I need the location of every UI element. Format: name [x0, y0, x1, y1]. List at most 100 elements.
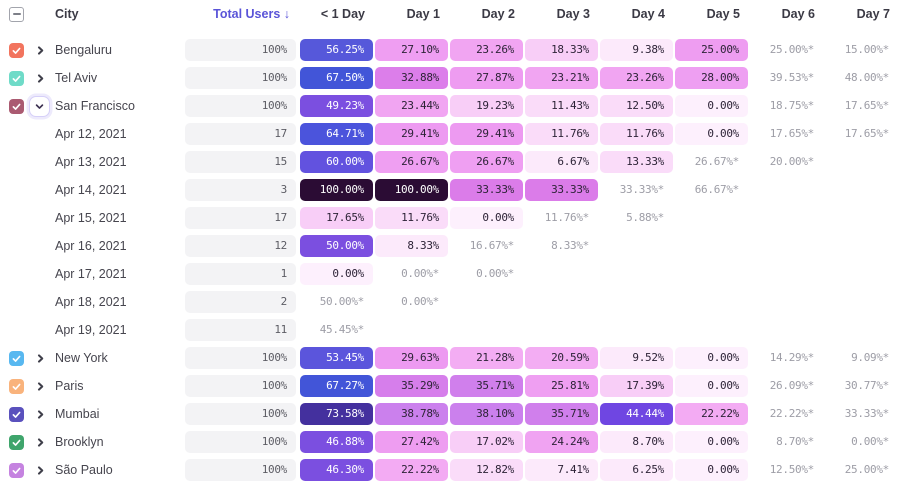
day-cell-3: 24.24% [524, 431, 599, 453]
date-label: Apr 15, 2021 [55, 211, 127, 225]
day-cell-6: 14.29%* [749, 347, 824, 369]
table-row-city: New York 100% 53.45% 29.63% 21.28% 20.59% 9.52… [0, 344, 920, 372]
retention-cell: 24.24% [525, 431, 598, 453]
retention-cell: 26.67% [375, 151, 448, 173]
retention-cell-estimate: 5.88%* [626, 211, 664, 224]
total-users-pill: 2 [185, 291, 296, 313]
day-cell-1: 32.88% [374, 67, 449, 89]
row-checkbox[interactable] [9, 434, 24, 450]
day-cell-2: 19.23% [449, 95, 524, 117]
retention-cell-estimate: 8.33%* [551, 239, 589, 252]
retention-cell-estimate: 26.09%* [769, 379, 815, 392]
total-users-cell: 2 [185, 291, 299, 313]
row-checkbox[interactable] [9, 98, 24, 114]
day-cell-1: 22.22% [374, 459, 449, 481]
retention-cell: 9.52% [600, 347, 673, 369]
retention-cell: 22.22% [675, 403, 748, 425]
day-cell-3: 11.76%* [524, 207, 599, 229]
retention-cell-estimate: 16.67%* [469, 239, 515, 252]
retention-cell: 11.76% [525, 123, 598, 145]
day-cell-3: 33.33% [524, 179, 599, 201]
day-cell-6: 20.00%* [749, 151, 824, 173]
total-users-cell: 100% [185, 39, 299, 61]
day-cell-2: 17.02% [449, 431, 524, 453]
day-cell-3: 18.33% [524, 39, 599, 61]
retention-cell-estimate: 17.65%* [844, 99, 890, 112]
retention-cell: 23.26% [450, 39, 523, 61]
retention-cell-estimate: 33.33%* [619, 183, 665, 196]
table-row-date: Apr 19, 2021 11 45.45%* [0, 316, 920, 344]
day-cell-3: 7.41% [524, 459, 599, 481]
total-users-sort-header[interactable]: Total Users ↓ [213, 7, 290, 21]
retention-cell: 23.21% [525, 67, 598, 89]
expand-chevron-icon[interactable] [33, 71, 47, 85]
expand-chevron-icon[interactable] [33, 435, 47, 449]
total-users-pill: 3 [185, 179, 296, 201]
expand-chevron-icon[interactable] [33, 351, 47, 365]
row-checkbox[interactable] [9, 42, 24, 58]
row-checkbox[interactable] [9, 378, 24, 394]
expand-chevron-icon[interactable] [33, 407, 47, 421]
retention-cell-estimate: 8.70%* [776, 435, 814, 448]
day-cell-1: 11.76% [374, 207, 449, 229]
retention-cell: 13.33% [600, 151, 673, 173]
retention-cell: 27.87% [450, 67, 523, 89]
total-users-cell: 100% [185, 431, 299, 453]
day-cell-5: 0.00% [674, 95, 749, 117]
select-all-checkbox[interactable] [9, 6, 24, 22]
total-users-pill: 1 [185, 263, 296, 285]
check-icon [12, 411, 21, 418]
collapse-button[interactable] [29, 95, 50, 117]
retention-cell: 50.00% [300, 235, 373, 257]
day-cell-2: 35.71% [449, 375, 524, 397]
day-cell-1: 8.33% [374, 235, 449, 257]
day-cell-0: 0.00% [299, 263, 374, 285]
row-checkbox[interactable] [9, 350, 24, 366]
retention-cell: 12.82% [450, 459, 523, 481]
expand-chevron-icon[interactable] [33, 43, 47, 57]
date-label: Apr 12, 2021 [55, 127, 127, 141]
day-cell-7: 17.65%* [824, 123, 899, 145]
retention-cell: 60.00% [300, 151, 373, 173]
day-cell-2: 21.28% [449, 347, 524, 369]
retention-cell: 8.70% [600, 431, 673, 453]
row-checkbox[interactable] [9, 462, 24, 478]
total-users-pill: 100% [185, 95, 296, 117]
day-cell-7: 9.09%* [824, 347, 899, 369]
day-column-header-0: < 1 Day [320, 7, 365, 21]
expand-chevron-icon[interactable] [33, 379, 47, 393]
row-expander-cell [33, 71, 55, 85]
total-users-pill: 100% [185, 347, 296, 369]
day-cell-2: 38.10% [449, 403, 524, 425]
check-icon [12, 383, 21, 390]
table-row-city: San Francisco 100% 49.23% 23.44% 19.23% 11.43… [0, 92, 920, 120]
table-row-date: Apr 13, 2021 15 60.00% 26.67% 26.67% 6.67% 13.… [0, 148, 920, 176]
day-cell-5: 0.00% [674, 123, 749, 145]
expand-chevron-icon[interactable] [33, 463, 47, 477]
retention-cell: 64.71% [300, 123, 373, 145]
retention-cell-estimate: 48.00%* [844, 71, 890, 84]
day-cell-0: 50.00%* [299, 291, 374, 313]
retention-cell: 67.50% [300, 67, 373, 89]
retention-cell: 46.88% [300, 431, 373, 453]
total-users-pill: 100% [185, 459, 296, 481]
total-users-pill: 100% [185, 431, 296, 453]
day-cell-4: 5.88%* [599, 207, 674, 229]
day-cell-6: 22.22%* [749, 403, 824, 425]
day-cell-0: 73.58% [299, 403, 374, 425]
total-users-pill: 11 [185, 319, 296, 341]
city-label: Mumbai [55, 407, 100, 421]
retention-cell-estimate: 18.75%* [769, 99, 815, 112]
date-label: Apr 16, 2021 [55, 239, 127, 253]
total-users-pill: 15 [185, 151, 296, 173]
row-checkbox[interactable] [9, 70, 24, 86]
total-users-cell: 11 [185, 319, 299, 341]
day-cell-5: 66.67%* [674, 179, 749, 201]
day-cell-4: 11.76% [599, 123, 674, 145]
row-checkbox[interactable] [9, 406, 24, 422]
day-cell-1: 26.67% [374, 151, 449, 173]
day-cell-6: 8.70%* [749, 431, 824, 453]
total-users-cell: 15 [185, 151, 299, 173]
retention-cell-estimate: 50.00%* [319, 295, 365, 308]
day-cell-0: 17.65% [299, 207, 374, 229]
